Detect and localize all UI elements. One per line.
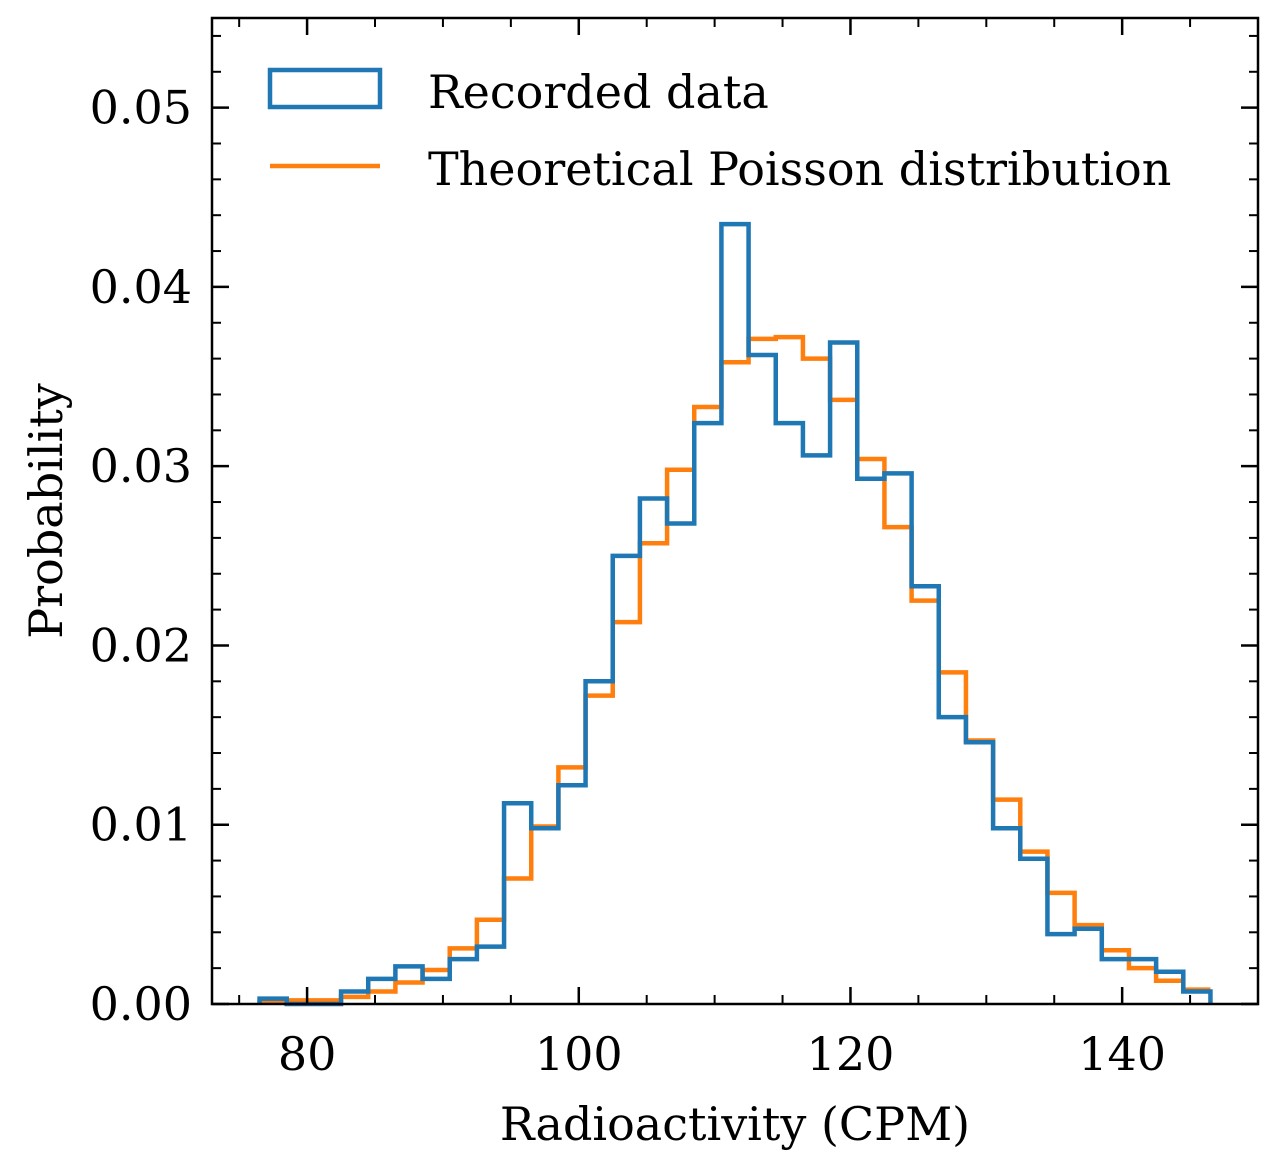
y-tick-label: 0.03 (90, 439, 192, 493)
ticks-layer (212, 18, 1259, 1006)
x-axis-title: Radioactivity (CPM) (500, 1097, 970, 1151)
x-tick-label: 140 (1078, 1027, 1166, 1081)
y-tick-label: 0.04 (90, 260, 192, 314)
y-tick-label: 0.01 (90, 798, 192, 852)
y-tick-label: 0.00 (90, 977, 192, 1031)
legend-swatch-recorded-data (267, 67, 383, 110)
plot-frame (210, 16, 1260, 1006)
x-tick-label: 100 (535, 1027, 623, 1081)
x-tick-label: 120 (807, 1027, 895, 1081)
y-axis-title: Probability (19, 383, 73, 639)
labels-layer: 80 100 120 140 0.00 0.01 0.02 0.03 0.04 0.05 (90, 81, 1166, 1081)
legend-label-recorded-data: Recorded data (428, 65, 769, 119)
legend-label-poisson: Theoretical Poisson distribution (428, 142, 1171, 196)
series-recorded-data (257, 221, 1213, 1007)
series-poisson (257, 334, 1211, 1005)
legend: Recorded data Theoretical Poisson distri… (267, 65, 1171, 196)
x-tick-label: 80 (278, 1027, 337, 1081)
y-tick-label: 0.02 (90, 618, 192, 672)
series-layer (257, 221, 1213, 1007)
y-tick-label: 0.05 (90, 81, 192, 135)
